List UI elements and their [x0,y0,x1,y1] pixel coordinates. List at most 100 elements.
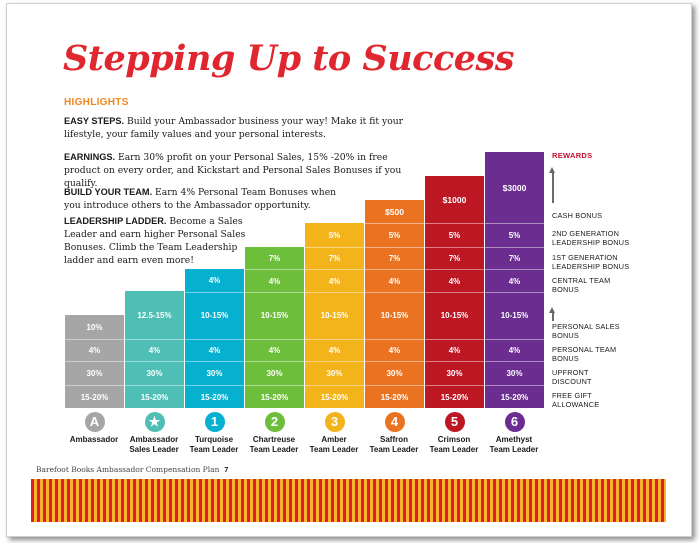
rewards-heading: REWARDS [552,151,593,160]
cell-first-gen-bonus: 7% [485,247,544,269]
cell-cash-bonus: $500 [385,206,404,217]
level-column: 5% 7% 4% 10-15% 4% 30% 15-20% [305,223,364,408]
level-badge-icon: ★ [144,412,165,432]
cell-personal-team-bonus: 4% [425,339,484,361]
cell-central-team-bonus: 4% [425,269,484,292]
level-label-line1: Turquoise [194,435,234,444]
footer-text: Barefoot Books Ambassador Compensation P… [36,465,220,474]
level-label-line2: Sales Leader [129,445,179,454]
cell-central-team-bonus: 4% [365,269,424,292]
cell-personal-team-bonus: 4% [245,339,304,361]
cell-second-gen-bonus: 5% [365,223,424,247]
level-column: $500 5% 7% 4% 10-15% 4% 30% 15-20% [365,200,424,408]
level-column: 4% 10-15% 4% 30% 15-20% [185,269,244,408]
cell-upfront-discount: 30% [245,361,304,385]
decorative-stripes [31,479,666,522]
cell-free-gift-allowance: 15-20% [185,385,244,408]
cell-personal-sales-bonus: 10-15% [185,292,244,338]
paragraph-earnings: EARNINGS. Earn 30% profit on your Person… [64,151,409,190]
cell-personal-sales-bonus: 10% [86,322,103,332]
cell-second-gen-bonus: 5% [425,223,484,247]
level-label-line1: Chartreuse [252,435,296,444]
up-arrow-icon [549,167,555,203]
paragraph-lead: EASY STEPS. [64,116,125,126]
level-label: Ambassador Sales Leader [121,435,187,455]
cell-upfront-discount: 30% [485,361,544,385]
cell-personal-team-bonus: 4% [365,339,424,361]
cell-central-team-bonus: 4% [485,269,544,292]
cell-upfront-discount: 30% [305,361,364,385]
row-label-free-gift: FREE GIFT ALLOWANCE [552,391,600,409]
cell-free-gift-allowance: 15-20% [485,385,544,408]
row-label-second-gen: 2ND GENERATION LEADERSHIP BONUS [552,229,630,247]
page-title: Stepping Up to Success [63,38,514,79]
cell-central-team-bonus: 4% [305,269,364,292]
cell-personal-team-bonus: 4% [185,339,244,361]
compensation-ladder-chart: 10% 4% 30% 15-20% A Ambassador 12.5-15% 4% 30% 15… [7,4,691,536]
level-label-line1: Ambassador [129,435,179,444]
level-label-line2: Team Leader [309,445,359,454]
level-label-line1: Crimson [437,435,471,444]
cell-personal-sales-bonus: 10-15% [425,292,484,338]
level-column: $3000 5% 7% 4% 10-15% 4% 30% 15-20% [485,152,544,408]
cell-free-gift-allowance: 15-20% [365,385,424,408]
level-badge-icon: 2 [264,412,285,432]
cell-upfront-discount: 30% [365,361,424,385]
cell-central-team-bonus: 4% [245,269,304,292]
cell-free-gift-allowance: 15-20% [305,385,364,408]
cell-personal-sales-bonus: 10-15% [485,292,544,338]
cell-upfront-discount: 30% [425,361,484,385]
cell-first-gen-bonus: 7% [365,247,424,269]
cell-upfront-discount: 30% [65,361,124,385]
cell-free-gift-allowance: 15-20% [65,385,124,408]
cell-first-gen-bonus: 7% [425,247,484,269]
level-label-line1: Saffron [380,435,408,444]
level-label: Amber Team Leader [301,435,367,455]
level-column: 10% 4% 30% 15-20% [65,315,124,408]
level-label: Saffron Team Leader [361,435,427,455]
level-column: 7% 4% 10-15% 4% 30% 15-20% [245,247,304,408]
cell-personal-team-bonus: 4% [305,339,364,361]
cell-first-gen-bonus: 7% [268,253,281,263]
cell-personal-team-bonus: 4% [125,339,184,361]
paragraph-build-team: BUILD YOUR TEAM. Earn 4% Personal Team B… [64,186,354,212]
page-number: 7 [224,465,229,474]
level-label-line2: Team Leader [189,445,239,454]
level-badge-icon: 6 [504,412,525,432]
paragraph-lead: BUILD YOUR TEAM. [64,187,153,197]
level-badge-icon: 1 [204,412,225,432]
footer: Barefoot Books Ambassador Compensation P… [36,465,228,474]
cell-upfront-discount: 30% [125,361,184,385]
row-label-central-team: CENTRAL TEAM BONUS [552,276,611,294]
level-badge-icon: 3 [324,412,345,432]
level-label: Turquoise Team Leader [181,435,247,455]
row-label-upfront: UPFRONT DISCOUNT [552,368,592,386]
level-label-line1: Amber [321,435,347,444]
cell-personal-sales-bonus: 10-15% [305,292,364,338]
paragraph-lead: EARNINGS. [64,152,116,162]
cell-second-gen-bonus: 5% [328,230,341,240]
cell-personal-team-bonus: 4% [65,339,124,361]
highlights-heading: HIGHLIGHTS [64,97,129,108]
cell-cash-bonus: $1000 [442,194,467,205]
level-column: $1000 5% 7% 4% 10-15% 4% 30% 15-20% [425,176,484,408]
cell-personal-sales-bonus: 10-15% [245,292,304,338]
level-label-line1: Amethyst [495,435,533,444]
cell-free-gift-allowance: 15-20% [245,385,304,408]
level-label: Amethyst Team Leader [481,435,547,455]
cell-upfront-discount: 30% [185,361,244,385]
paragraph-text: Earn 4% Personal Team Bonuses when you i… [64,187,337,211]
level-label-line2: Team Leader [429,445,479,454]
level-badge-icon: 5 [444,412,465,432]
up-arrow-icon [549,307,555,321]
level-label: Chartreuse Team Leader [241,435,307,455]
row-label-personal-sales: PERSONAL SALES BONUS [552,322,620,340]
level-column: 12.5-15% 4% 30% 15-20% [125,291,184,408]
level-badge-icon: 4 [384,412,405,432]
level-label-line2: Team Leader [249,445,299,454]
row-label-cash-bonus: CASH BONUS [552,211,603,220]
brochure-page: Stepping Up to Success HIGHLIGHTS EASY S… [6,3,692,537]
paragraph-lead: LEADERSHIP LADDER. [64,216,167,226]
cell-free-gift-allowance: 15-20% [125,385,184,408]
row-label-first-gen: 1ST GENERATION LEADERSHIP BONUS [552,253,630,271]
